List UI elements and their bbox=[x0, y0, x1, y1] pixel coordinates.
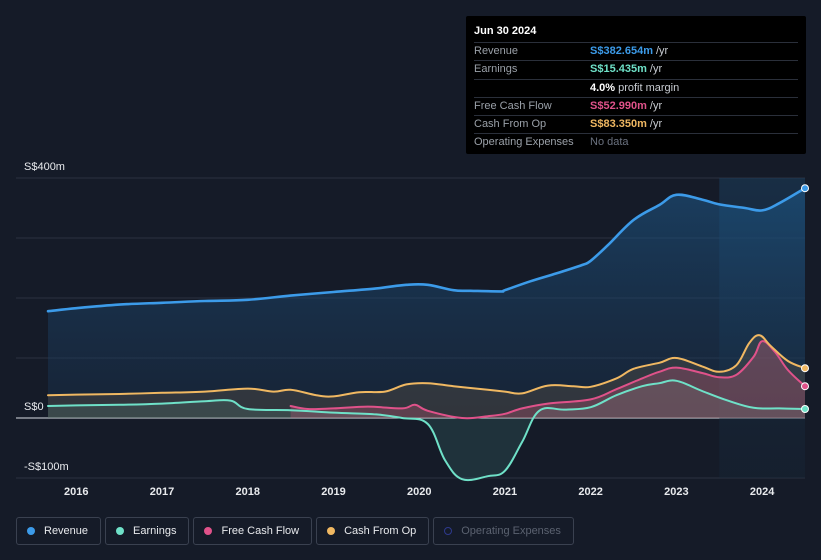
earnings-end-marker bbox=[801, 405, 809, 413]
legend-item-free-cash-flow[interactable]: Free Cash Flow bbox=[193, 517, 313, 545]
earnings-line bbox=[47, 379, 806, 482]
y-tick-label: -S$100m bbox=[24, 461, 69, 473]
free-cash-flow-area bbox=[290, 341, 806, 419]
legend-dot-icon bbox=[204, 527, 213, 535]
legend-dot-icon bbox=[116, 527, 125, 535]
revenue-end-marker bbox=[801, 184, 809, 193]
legend-item-revenue[interactable]: Revenue bbox=[16, 517, 102, 545]
tooltip-row-label: Free Cash Flow bbox=[474, 99, 552, 112]
cash-from-op-end-marker bbox=[801, 364, 809, 373]
legend-dot-icon bbox=[444, 527, 453, 535]
tooltip-row: Revenue S$382.654m/yr bbox=[474, 43, 798, 62]
tooltip-row-unit: /yr bbox=[649, 63, 663, 76]
x-tick-label: 2017 bbox=[150, 486, 174, 498]
tooltip-panel: Jun 30 2024 Revenue S$382.654m/yr Earnings… bbox=[466, 16, 806, 154]
earnings-area bbox=[48, 380, 805, 481]
tooltip-row: Operating Expenses No data bbox=[474, 134, 798, 151]
legend-item-cash-from-op[interactable]: Cash From Op bbox=[316, 517, 430, 545]
tooltip-row-value: 4.0% bbox=[590, 81, 616, 94]
y-tick-label: S$0 bbox=[24, 401, 44, 413]
cash-from-op-area bbox=[48, 335, 805, 418]
revenue-line bbox=[46, 186, 807, 313]
cash-from-op-line bbox=[47, 334, 806, 398]
tooltip-row-unit: /yr bbox=[649, 99, 663, 112]
tooltip-date: Jun 30 2024 bbox=[474, 24, 798, 43]
tooltip-row: Earnings S$15.435m/yr bbox=[474, 61, 798, 80]
legend-item-earnings[interactable]: Earnings bbox=[105, 517, 190, 545]
legend-dot-icon bbox=[27, 527, 35, 535]
tooltip-row-unit: profit margin bbox=[618, 81, 680, 94]
tooltip-row-label bbox=[474, 80, 590, 97]
legend-label: Operating Expenses bbox=[461, 525, 561, 537]
x-tick-label: 2024 bbox=[750, 486, 775, 498]
tooltip-row-label: Revenue bbox=[474, 45, 519, 57]
free-cash-flow-end-marker bbox=[801, 382, 809, 391]
tooltip-row-unit: /yr bbox=[649, 118, 663, 131]
legend: Revenue Earnings Free Cash Flow Cash From O… bbox=[16, 517, 574, 545]
tooltip-row-label: Operating Expenses bbox=[474, 136, 574, 149]
tooltip-row: 4.0% profit margin bbox=[474, 80, 798, 98]
y-tick-label: S$400m bbox=[24, 161, 65, 173]
tooltip-row-value: S$15.435m bbox=[590, 63, 647, 76]
tooltip-row-value: No data bbox=[590, 136, 629, 149]
tooltip-row: Free Cash Flow S$52.990m/yr bbox=[474, 98, 798, 117]
legend-item-operating-expenses[interactable]: Operating Expenses bbox=[433, 517, 574, 545]
free-cash-flow-line bbox=[289, 340, 806, 420]
legend-label: Free Cash Flow bbox=[221, 525, 300, 537]
legend-dot-icon bbox=[327, 527, 336, 535]
tooltip-row-value: S$382.654m bbox=[590, 45, 653, 57]
legend-label: Revenue bbox=[44, 525, 89, 537]
tooltip-row-value: S$52.990m bbox=[590, 99, 647, 112]
legend-label: Earnings bbox=[133, 525, 177, 537]
x-tick-label: 2023 bbox=[664, 486, 688, 498]
revenue-area bbox=[48, 188, 805, 418]
x-tick-label: 2018 bbox=[236, 486, 260, 498]
tooltip-row-unit: /yr bbox=[656, 45, 669, 57]
x-tick-label: 2019 bbox=[321, 486, 345, 498]
tooltip-row-label: Earnings bbox=[474, 63, 518, 76]
x-tick-label: 2021 bbox=[493, 486, 517, 498]
tooltip-row: Cash From Op S$83.350m/yr bbox=[474, 116, 798, 135]
x-tick-label: 2016 bbox=[64, 486, 88, 498]
x-tick-label: 2020 bbox=[407, 486, 431, 498]
tooltip-row-value: S$83.350m bbox=[590, 118, 647, 131]
tooltip-row-label: Cash From Op bbox=[474, 118, 547, 131]
legend-label: Cash From Op bbox=[344, 525, 417, 537]
x-tick-label: 2022 bbox=[578, 486, 602, 498]
